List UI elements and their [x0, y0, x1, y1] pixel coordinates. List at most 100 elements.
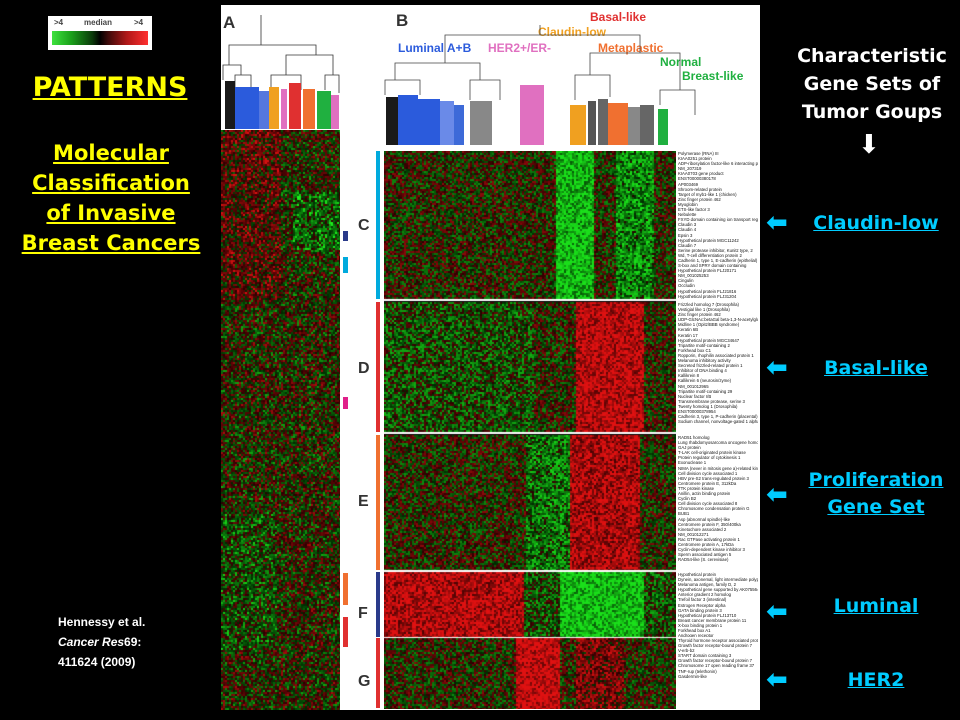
gene-label: START domain containing 3 — [678, 653, 732, 659]
legend-left-label: >4 — [54, 18, 64, 27]
cluster-c-bar — [376, 151, 380, 299]
subtitle-line: Breast Cancers — [21, 231, 201, 255]
gene-label: Chromosome condensation protein G — [678, 506, 750, 512]
left-arrow-icon: ⬅ — [766, 353, 788, 383]
gene-label: Claudin 4 — [678, 227, 697, 233]
gene-label: Hypothetical protein MGC11242 — [678, 237, 739, 243]
cluster-g-label: G — [358, 673, 371, 690]
gene-label: Melanoma inhibitory activity — [678, 358, 731, 364]
gene-label: Cyclin-dependent kinase inhibitor 3 — [678, 547, 745, 553]
gene-label: Inhibitor of DNA binding 4 — [678, 368, 727, 374]
gene-label: Anillin, actin binding protein — [678, 491, 731, 497]
gene-label: T-LAK cell-originated protein kinase — [678, 450, 746, 456]
dendrogram-b — [384, 25, 696, 145]
gene-label: Sperm associated antigen 5 — [678, 552, 732, 558]
subtitle-line: of Invasive — [46, 201, 176, 225]
gene-label: Cadherin 3, type 1, P-cadherin (placenta… — [678, 414, 758, 420]
gene-label: Cell division cycle associated 8 — [678, 501, 738, 507]
gene-label: Thyroid hormone receptor associated prot… — [678, 638, 758, 643]
group-link-proliferation[interactable]: Proliferation Gene Set — [808, 469, 944, 518]
gene-label: Centromere protein A, 17kDa — [678, 541, 734, 547]
gene-label: Zinc finger protein 462 — [678, 196, 721, 202]
gene-label: Hypothetical protein MGC34647 — [678, 337, 740, 343]
left-arrow-icon: ⬅ — [766, 597, 788, 627]
legend-gradient — [52, 31, 148, 45]
gene-label: Claudin 7 — [678, 242, 697, 248]
marker-pink — [343, 397, 348, 409]
gene-label: Hypothetical protein FLJ20171 — [678, 268, 737, 274]
gene-label: Exonuclease 1 — [678, 460, 707, 466]
gene-label: Secreted frizzled-related protein 1 — [678, 363, 743, 369]
group-link-claudin-low[interactable]: Claudin-low — [813, 212, 939, 234]
subtype-luminal-label: Luminal A+B — [398, 41, 472, 55]
subtype-breastlike-label: Breast-like — [682, 69, 744, 83]
gene-label: Centromere protein E, 312kDa — [678, 480, 737, 486]
gene-label: Zinc finger protein 462 — [678, 312, 721, 318]
gene-label: Cell division cycle associated 1 — [678, 470, 738, 476]
marker-red — [343, 617, 348, 647]
legend-center-label: median — [84, 18, 113, 27]
gene-label: S-box and SPRY domain containing — [678, 263, 747, 269]
cluster-g-bar — [376, 638, 380, 708]
gene-label: Estrogen Receptor alpha — [678, 602, 726, 608]
gene-label: Forkhead box A1 — [678, 628, 711, 634]
gene-label: Growth factor receptor-bound protein 7 — [678, 643, 753, 649]
citation-volume: 69: — [124, 635, 142, 649]
subtype-metaplastic-label: Metaplastic — [598, 41, 664, 55]
gene-list-g: Thyroid hormone receptor associated prot… — [678, 638, 758, 708]
gene-label: Hypothetical protein FLJ21816 — [678, 288, 737, 294]
gene-label: GATA binding protein 3 — [678, 607, 722, 613]
gene-label: Nuclear factor I/B — [678, 393, 712, 399]
subtitle-line: Classification — [32, 171, 190, 195]
gene-label: Forkhead box C1 — [678, 347, 711, 353]
gene-label: Anterior gradient 2 homolog — [678, 592, 732, 598]
left-arrow-icon: ⬅ — [766, 480, 788, 510]
cluster-d-bar — [376, 302, 380, 432]
page-title: PATTERNS — [32, 72, 188, 103]
gene-label: FXYD domain containing ion transport reg… — [678, 217, 758, 223]
gene-label: Sodium channel, nonvoltage-gated 1 alpha — [678, 419, 758, 425]
gene-label: NM_207319 — [678, 166, 702, 172]
subtitle: Molecular Classification of Invasive Bre… — [6, 138, 216, 258]
gene-label: Midline 1 (Opitz/BBB syndrome) — [678, 322, 740, 328]
legend-right-label: >4 — [134, 18, 144, 27]
gene-label: Tripartite motif-containing 29 — [678, 388, 733, 394]
gene-label: Occludin — [678, 283, 695, 289]
gene-label: Trefoil factor 3 (intestinal) — [678, 597, 727, 603]
gene-label: Dynein, axonemal, light intermediate pol… — [678, 577, 758, 583]
gene-label: KIAA0703 gene product — [678, 171, 724, 177]
gene-label: NM_001012271 — [678, 531, 709, 537]
gene-label: Myoglobin — [678, 201, 698, 207]
gene-label: TTK protein kinase — [678, 485, 715, 491]
citation-authors: Hennessy et al. — [58, 615, 146, 629]
gene-label: Frizzled homolog 7 (Drosophila) — [678, 302, 739, 307]
gene-label: ENST00000380178 — [678, 176, 716, 182]
gene-label: Hypothetical protein FLJ13710 — [678, 612, 737, 618]
gene-label: Kallikrein 6 (neurosin/zyme) — [678, 378, 732, 384]
group-link-basal-like[interactable]: Basal-like — [824, 357, 928, 379]
gene-label: Wd, T-cell differentiation protein 2 — [678, 252, 742, 258]
gene-list-f: Hypothetical protein Dynein, axonemal, li… — [678, 572, 758, 637]
gene-label: UDP-GlcNAc:betaGal beta-1,3-N-acetylgluc… — [678, 317, 758, 323]
right-header-line: Tumor Goups — [801, 101, 943, 123]
panel-b-label: B — [396, 11, 409, 30]
gene-label: Keratin 17 — [678, 332, 698, 338]
group-link-luminal[interactable]: Luminal — [833, 595, 919, 617]
gene-label: ETS-like factor 3 — [678, 207, 710, 213]
gene-label: Ropporin, rhophilin associated protein 1 — [678, 352, 754, 358]
cluster-f-bar — [376, 572, 380, 637]
gene-label: Serine protease inhibitor, Kunitz type, … — [678, 247, 753, 253]
group-link-her2[interactable]: HER2 — [847, 669, 905, 691]
subtype-her2-label: HER2+/ER- — [488, 41, 552, 55]
gene-label: Centromere protein F, 350/400ka — [678, 521, 741, 527]
cluster-e-bar — [376, 435, 380, 570]
subtitle-line: Molecular — [53, 141, 169, 165]
gene-label: Target of myb1-like 1 (chicken) — [678, 191, 737, 197]
gene-label: Lung rhabdomyosarcoma oncogene homolog — [678, 440, 758, 446]
gene-label: Twenty homolog 1 (Drosophila) — [678, 403, 738, 409]
gene-list-c: Polymerase (RNA) III KIAA0251 protein ADP-… — [678, 151, 758, 299]
gene-label: Androgen receptor — [678, 633, 714, 637]
color-scale-legend: >4 median >4 — [48, 16, 152, 50]
gene-label: AP003469 — [678, 181, 699, 187]
gene-label: Melanoma antigen, family D, 2 — [678, 582, 737, 588]
